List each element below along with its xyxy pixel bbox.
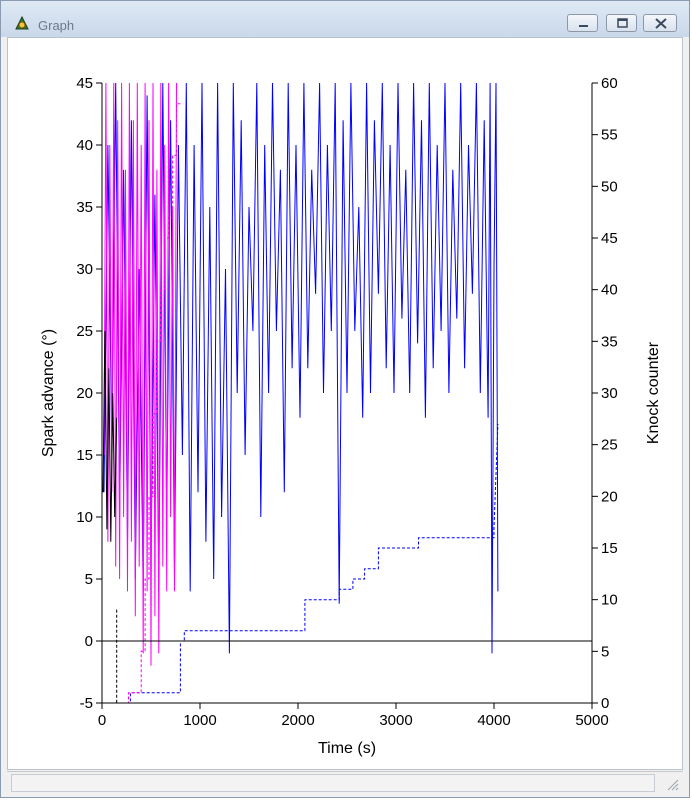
y-tick-label: 40 <box>76 137 93 154</box>
close-icon <box>655 18 667 29</box>
y2-tick-label: 55 <box>601 127 618 144</box>
y2-tick-label: 40 <box>601 282 618 299</box>
y2-tick-label: 35 <box>601 333 618 350</box>
knock-counter-series-4 <box>102 103 181 703</box>
y-tick-label: -5 <box>80 695 93 712</box>
x-tick-label: 1000 <box>183 712 216 729</box>
resize-grip-icon[interactable] <box>667 779 679 791</box>
y-tick-label: 5 <box>85 571 93 588</box>
x-tick-label: 0 <box>98 712 106 729</box>
spark-advance-series-2 <box>102 330 118 542</box>
minimize-button[interactable] <box>567 14 598 32</box>
x-tick-label: 4000 <box>477 712 510 729</box>
x-axis-label: Time (s) <box>318 740 376 757</box>
y2-tick-label: 15 <box>601 540 618 557</box>
y2-axis-label: Knock counter <box>645 341 662 444</box>
x-tick-label: 2000 <box>281 712 314 729</box>
y2-tick-label: 30 <box>601 385 618 402</box>
restore-button[interactable] <box>606 14 637 32</box>
y2-tick-label: 60 <box>601 75 618 92</box>
y-tick-label: 15 <box>76 447 93 464</box>
minimize-icon <box>579 25 588 27</box>
status-panel <box>11 774 655 792</box>
spark-advance-series-0 <box>103 83 499 654</box>
y2-tick-label: 10 <box>601 592 618 609</box>
status-bar <box>7 771 683 794</box>
window-title: Graph <box>38 18 75 33</box>
app-chart-icon <box>15 15 29 30</box>
restore-icon <box>617 18 628 28</box>
y2-tick-label: 5 <box>601 643 609 660</box>
y2-tick-label: 45 <box>601 230 618 247</box>
y2-tick-label: 25 <box>601 437 618 454</box>
y2-tick-label: 50 <box>601 178 618 195</box>
title-bar[interactable]: Graph <box>1 1 689 37</box>
spark-advance-series-1 <box>103 83 177 666</box>
y-tick-label: 20 <box>76 385 93 402</box>
x-tick-label: 5000 <box>575 712 608 729</box>
chart-canvas: -5 0 5 10 15 20 25 30 35 40 45 0 5 10 15 20 25 30 35 40 45 50… <box>40 75 662 757</box>
knock-counter-series-3 <box>102 423 499 703</box>
x-tick-label: 3000 <box>379 712 412 729</box>
y2-tick-label: 20 <box>601 488 618 505</box>
y-tick-label: 30 <box>76 261 93 278</box>
y-tick-label: 35 <box>76 199 93 216</box>
y-tick-label: 0 <box>85 633 93 650</box>
y-axis-label: Spark advance (°) <box>40 329 57 457</box>
y-tick-label: 25 <box>76 323 93 340</box>
close-button[interactable] <box>643 14 677 32</box>
y2-tick-label: 0 <box>601 695 609 712</box>
y-tick-label: 45 <box>76 75 93 92</box>
y-tick-label: 10 <box>76 509 93 526</box>
knock-counter-series-5 <box>102 609 119 703</box>
chart-area: -5 0 5 10 15 20 25 30 35 40 45 0 5 10 15 20 25 30 35 40 45 50… <box>7 37 683 770</box>
